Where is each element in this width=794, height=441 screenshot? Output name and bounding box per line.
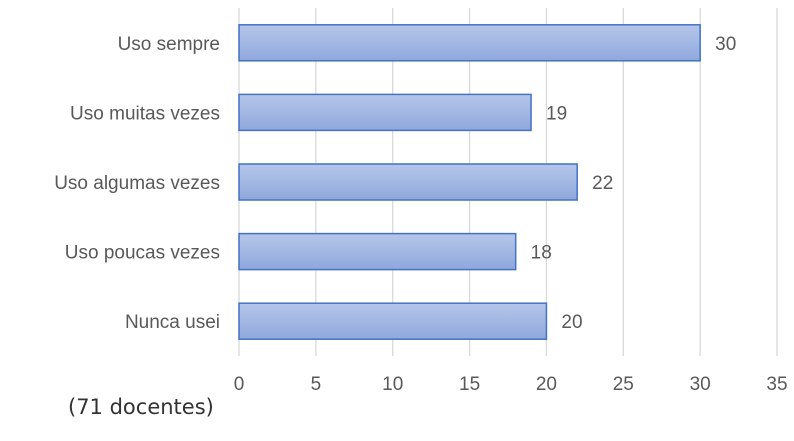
bar-1 bbox=[238, 93, 532, 132]
category-label-3: Uso poucas vezes bbox=[65, 243, 220, 264]
x-tick-labels: 0 5 10 15 20 25 30 35 bbox=[234, 374, 788, 390]
bar-3 bbox=[238, 232, 517, 271]
category-label-1: Uso muitas vezes bbox=[70, 103, 220, 124]
bar-2 bbox=[238, 163, 578, 201]
x-tick-label-5: 5 bbox=[311, 374, 322, 390]
category-label-0: Uso sempre bbox=[118, 34, 220, 55]
data-label-4: 20 bbox=[561, 312, 582, 333]
category-label-4: Nunca usei bbox=[125, 312, 220, 333]
bars bbox=[238, 24, 701, 340]
bar-4 bbox=[238, 302, 548, 340]
data-label-3: 18 bbox=[531, 243, 552, 264]
x-tick-label-20: 20 bbox=[536, 374, 557, 390]
x-tick-label-10: 10 bbox=[382, 374, 403, 390]
data-label-1: 19 bbox=[546, 103, 567, 124]
data-labels: 30 19 22 18 20 bbox=[531, 34, 737, 333]
bar-0 bbox=[238, 24, 701, 62]
category-label-2: Uso algumas vezes bbox=[54, 173, 220, 194]
x-tick-label-35: 35 bbox=[766, 374, 787, 390]
bar-chart: Uso sempre Uso muitas vezes Uso algumas ve… bbox=[54, 8, 788, 390]
caption: (71 docentes) bbox=[68, 395, 214, 419]
data-label-0: 30 bbox=[715, 34, 736, 55]
x-tick-label-25: 25 bbox=[613, 374, 634, 390]
x-tick-label-30: 30 bbox=[690, 374, 711, 390]
x-tick-label-15: 15 bbox=[459, 374, 480, 390]
x-tick-label-0: 0 bbox=[234, 374, 245, 390]
category-labels: Uso sempre Uso muitas vezes Uso algumas ve… bbox=[54, 34, 220, 333]
data-label-2: 22 bbox=[592, 173, 613, 194]
